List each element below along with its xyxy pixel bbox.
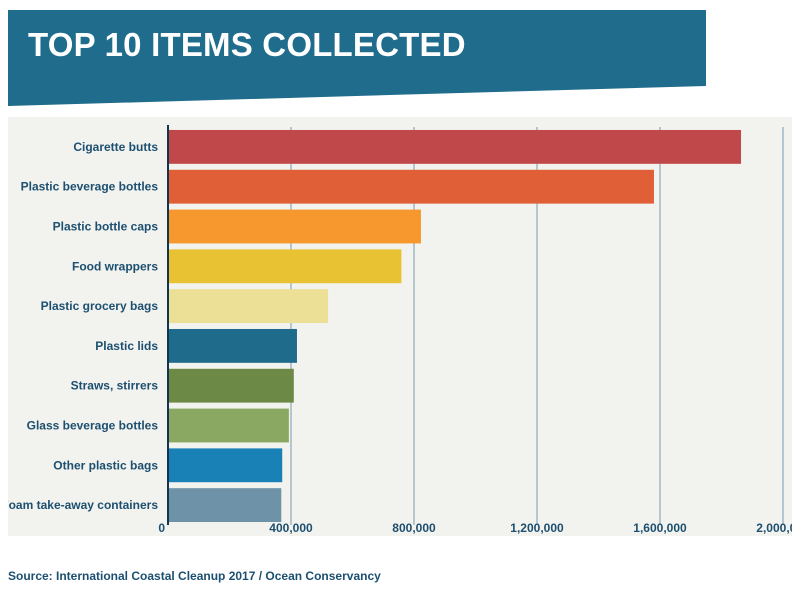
x-tick-label: 1,600,000 bbox=[633, 521, 687, 535]
category-label: Other plastic bags bbox=[53, 458, 158, 472]
category-label: Plastic lids bbox=[95, 339, 158, 353]
bar bbox=[168, 488, 282, 523]
category-label: Cigarette butts bbox=[73, 140, 158, 154]
bar bbox=[168, 448, 283, 483]
chart-panel: Cigarette butts Plastic beverage bottles P… bbox=[8, 117, 792, 536]
x-tick-label: 1,200,000 bbox=[510, 521, 564, 535]
bar bbox=[168, 289, 329, 324]
category-label: Food wrappers bbox=[72, 259, 158, 273]
bar bbox=[168, 209, 421, 244]
title-banner bbox=[8, 10, 706, 106]
bar bbox=[168, 169, 654, 204]
category-label: Plastic grocery bags bbox=[41, 299, 159, 313]
title-banner-shape bbox=[8, 10, 706, 106]
x-tick-label: 0 bbox=[158, 521, 165, 535]
x-tick-label: 2,000,000 bbox=[756, 521, 792, 535]
x-tick-label: 400,000 bbox=[269, 521, 313, 535]
bar-chart: Cigarette butts Plastic beverage bottles P… bbox=[8, 125, 792, 535]
bar bbox=[168, 249, 402, 284]
bar bbox=[168, 129, 742, 164]
chart-title: TOP 10 ITEMS COLLECTED bbox=[28, 26, 466, 63]
category-label: Foam take-away containers bbox=[8, 498, 158, 512]
bar bbox=[168, 368, 294, 403]
category-label: Straws, stirrers bbox=[71, 379, 159, 393]
source-note: Source: International Coastal Cleanup 20… bbox=[8, 569, 381, 583]
bar bbox=[168, 408, 289, 443]
bar bbox=[168, 328, 297, 363]
category-label: Glass beverage bottles bbox=[27, 419, 159, 433]
x-tick-label: 800,000 bbox=[392, 521, 436, 535]
category-label: Plastic beverage bottles bbox=[21, 180, 159, 194]
category-label: Plastic bottle caps bbox=[53, 220, 159, 234]
